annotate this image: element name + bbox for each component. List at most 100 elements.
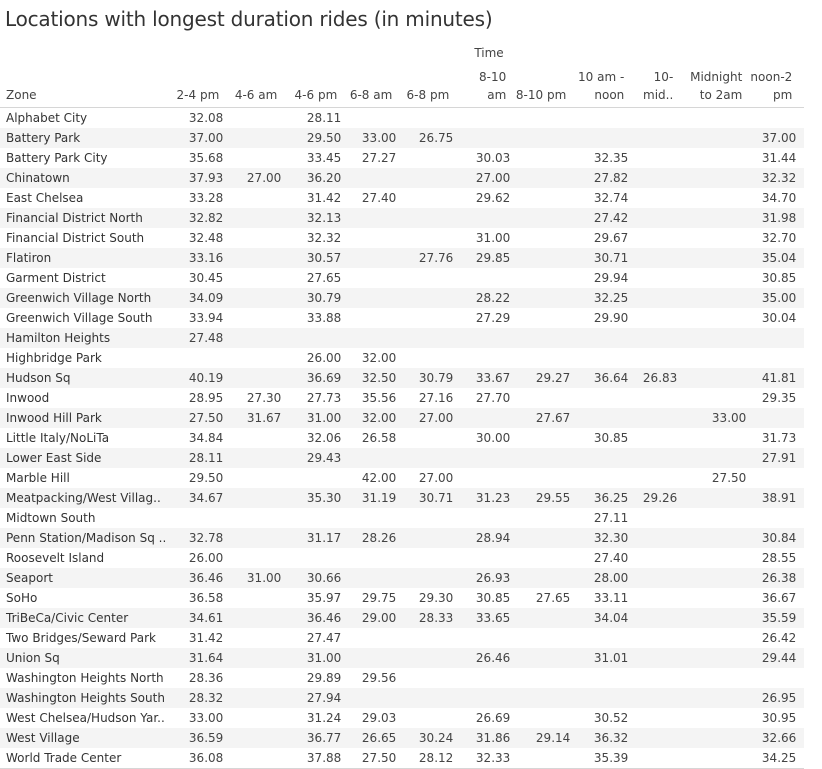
value-cell: 35.30	[281, 488, 342, 508]
value-cell	[396, 648, 454, 668]
value-cell	[570, 468, 628, 488]
value-cell: 32.48	[188, 231, 224, 245]
value-cell: 28.33	[396, 608, 454, 628]
value-cell	[628, 568, 678, 588]
value-cell	[510, 528, 571, 548]
value-cell: 28.12	[396, 748, 454, 769]
value-cell: 33.16	[170, 248, 224, 268]
value-cell	[677, 728, 747, 748]
table-row: Battery Park City 35.68 33.45 27.27 30.03 32.…	[0, 148, 804, 168]
value-cell	[677, 528, 747, 548]
row-filler	[796, 608, 805, 628]
value-cell: 37.00	[746, 128, 797, 148]
value-cell	[510, 428, 570, 448]
value-cell	[396, 328, 454, 348]
value-cell	[628, 728, 678, 748]
value-cell: 36.69	[281, 368, 342, 388]
value-cell: 34.84	[188, 431, 224, 445]
value-cell	[510, 228, 570, 248]
value-cell: 29.27	[510, 368, 571, 388]
zone-cell: Hamilton Heights	[0, 328, 171, 348]
zone-cell: Inwood Hill Park	[0, 408, 171, 428]
zone-cell: Flatiron	[0, 248, 171, 268]
value-cell: 29.35	[761, 391, 797, 405]
value-cell: 30.84	[746, 528, 797, 548]
value-cell	[223, 308, 281, 328]
table-row: Hamilton Heights 27.48	[0, 328, 805, 348]
value-cell	[341, 208, 397, 228]
value-cell: 31.24	[306, 711, 342, 725]
value-cell	[628, 348, 677, 368]
table-row: TriBeCa/Civic Center 34.61 36.46 29.00 28.33…	[0, 608, 805, 628]
row-filler	[796, 468, 804, 488]
value-cell: 28.22	[453, 288, 511, 308]
value-cell: 30.52	[593, 711, 629, 725]
value-cell: 29.03	[361, 711, 397, 725]
value-cell: 36.77	[281, 728, 342, 748]
value-cell	[677, 208, 747, 228]
value-cell	[677, 168, 747, 188]
value-cell	[677, 708, 746, 728]
value-cell: 32.74	[593, 191, 629, 205]
value-cell: 27.50	[170, 408, 224, 428]
value-cell: 28.11	[170, 448, 224, 468]
value-cell	[628, 508, 677, 528]
value-cell	[746, 508, 796, 528]
value-cell: 34.67	[170, 488, 224, 508]
value-cell: 36.25	[570, 488, 629, 508]
value-cell	[570, 408, 629, 428]
value-cell: 35.56	[361, 391, 397, 405]
value-cell	[223, 228, 281, 248]
value-cell	[341, 248, 397, 268]
zone-cell: Penn Station/Madison Sq ..	[0, 528, 171, 548]
zone-cell: World Trade Center	[0, 748, 171, 769]
table-row: Washington Heights South 28.32 27.94 26.95	[0, 688, 805, 708]
value-cell: 29.26	[628, 488, 678, 508]
value-cell	[281, 548, 341, 568]
value-cell: 42.00	[361, 471, 397, 485]
value-cell: 27.30	[246, 391, 282, 405]
value-cell: 33.88	[306, 311, 342, 325]
value-cell	[396, 288, 454, 308]
time-column-header-line: pm	[772, 88, 793, 102]
table-row: Chinatown 37.93 27.00 36.20 27.00 27.82 32.32	[0, 168, 805, 188]
value-cell	[223, 288, 282, 308]
value-cell	[677, 548, 746, 568]
value-cell	[396, 428, 453, 448]
time-column-header: 2-4 pm	[170, 64, 224, 108]
value-cell	[746, 348, 796, 368]
row-filler	[796, 328, 805, 348]
value-cell: 31.86	[453, 728, 511, 748]
table-row: Lower East Side 28.11 29.43 27.91	[0, 448, 805, 468]
zone-cell: West Chelsea/Hudson Yar..	[6, 711, 165, 725]
value-cell	[570, 688, 629, 708]
value-cell	[677, 328, 747, 348]
value-cell: 32.00	[341, 408, 397, 428]
value-cell: 30.66	[281, 568, 342, 588]
time-column-header-line: to 2am	[699, 88, 743, 102]
value-cell: 32.32	[746, 168, 797, 188]
zone-cell: East Chelsea	[6, 191, 84, 205]
table-row: West Village 36.59 36.77 26.65 30.24 31.86 29.…	[0, 728, 805, 748]
zone-cell: Garment District	[6, 271, 106, 285]
value-cell	[510, 508, 570, 528]
value-cell	[510, 648, 571, 668]
value-cell: 34.04	[570, 608, 629, 628]
value-cell	[510, 708, 570, 728]
value-cell	[510, 128, 571, 148]
value-cell	[677, 628, 746, 648]
row-filler	[796, 728, 805, 748]
value-cell	[677, 688, 747, 708]
value-cell	[570, 108, 628, 129]
value-cell	[746, 668, 796, 688]
table-row: Inwood 28.95 27.30 27.73 35.56 27.16 27.70 29.3…	[0, 388, 804, 408]
value-cell	[396, 448, 454, 468]
row-filler	[796, 348, 804, 368]
row-filler	[796, 208, 805, 228]
value-cell	[396, 308, 453, 328]
value-cell: 30.04	[761, 311, 797, 325]
value-cell	[453, 628, 510, 648]
value-cell: 32.08	[188, 111, 224, 125]
value-cell: 32.78	[170, 528, 224, 548]
value-cell	[628, 668, 677, 688]
